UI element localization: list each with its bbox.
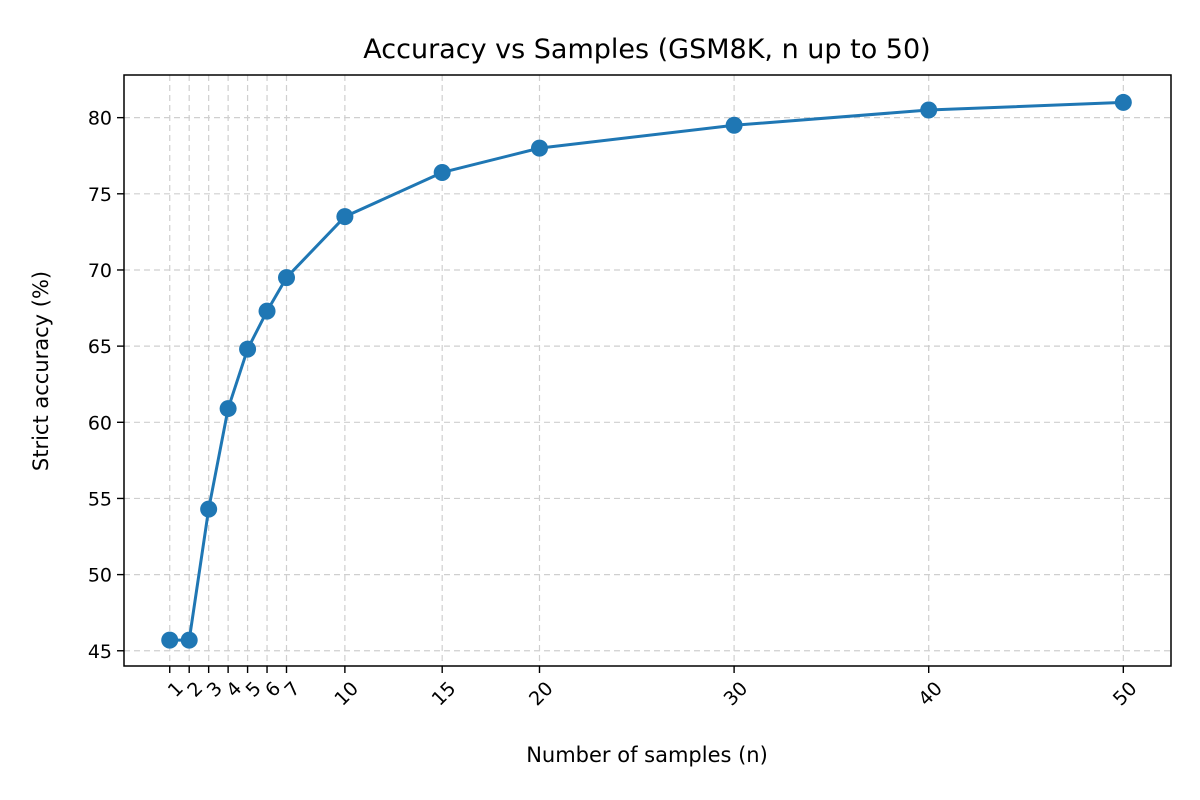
- y-tick-label: 75: [88, 184, 112, 206]
- x-tick-label: 2: [183, 678, 207, 702]
- data-point: [200, 500, 218, 518]
- data-point: [239, 340, 257, 358]
- y-tick-label: 50: [88, 565, 112, 587]
- data-point: [433, 163, 451, 181]
- x-tick-label: 5: [242, 678, 266, 702]
- x-axis-label: Number of samples (n): [526, 743, 768, 767]
- chart-title: Accuracy vs Samples (GSM8K, n up to 50): [363, 34, 930, 65]
- data-point: [219, 400, 237, 418]
- y-axis-label: Strict accuracy (%): [29, 271, 53, 471]
- data-point: [180, 631, 198, 649]
- data-point: [920, 101, 938, 119]
- y-tick-label: 70: [88, 260, 112, 282]
- grid-layer: [124, 75, 1171, 666]
- data-point: [725, 116, 743, 134]
- x-tick-label: 4: [222, 678, 246, 702]
- plot-frame: [123, 74, 1172, 667]
- x-tick-label: 7: [281, 678, 305, 702]
- y-tick-label: 55: [88, 488, 112, 510]
- data-point: [277, 269, 295, 287]
- data-point: [258, 302, 276, 320]
- x-tick-label: 3: [203, 678, 227, 702]
- data-point: [336, 208, 354, 226]
- x-tick-label: 1: [164, 678, 188, 702]
- x-tick-label: 30: [720, 678, 753, 711]
- x-tick-label: 50: [1109, 678, 1142, 711]
- data-point: [530, 139, 548, 157]
- data-point: [1114, 93, 1132, 111]
- y-tick-label: 60: [88, 412, 112, 434]
- series-layer: [161, 93, 1132, 649]
- data-point: [161, 631, 179, 649]
- y-tick-label: 80: [88, 108, 112, 130]
- x-tick-label: 10: [330, 678, 363, 711]
- x-tick-label: 6: [261, 678, 285, 702]
- x-tick-label: 40: [914, 678, 947, 711]
- x-tick-label: 20: [525, 678, 558, 711]
- series-line: [169, 100, 1124, 642]
- y-tick-label: 65: [88, 336, 112, 358]
- y-tick-label: 45: [88, 641, 112, 663]
- x-tick-label: 15: [428, 678, 461, 711]
